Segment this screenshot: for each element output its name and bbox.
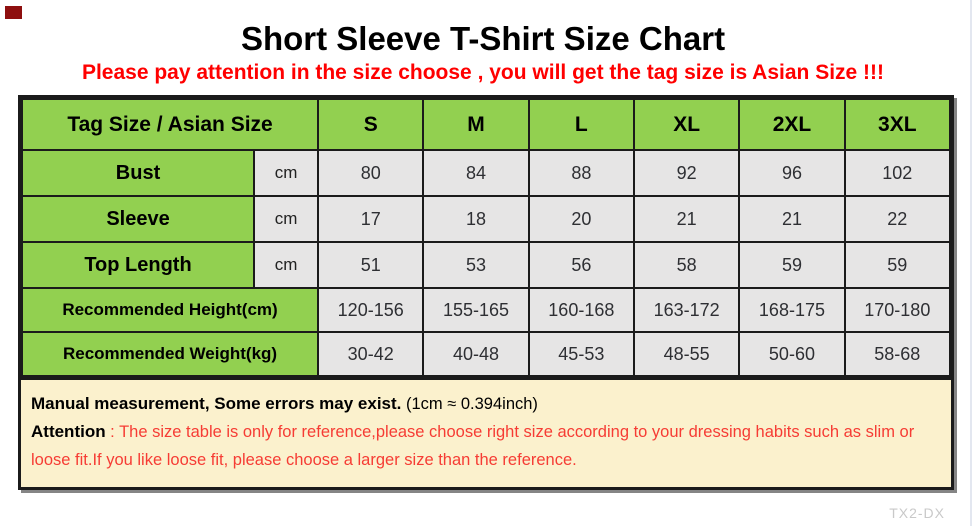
attention-note: Attention : The size table is only for r… [31, 418, 939, 474]
header-row: Tag Size / Asian Size S M L XL 2XL 3XL [20, 98, 952, 151]
toplength-3xl: 59 [843, 241, 952, 289]
size-col-2xl: 2XL [738, 98, 846, 151]
page-title: Short Sleeve T-Shirt Size Chart [240, 20, 726, 57]
toplength-l: 56 [527, 241, 635, 289]
row-label: Top Length [20, 241, 256, 289]
bust-m: 84 [422, 149, 530, 197]
size-col-l: L [527, 98, 635, 151]
weight-3xl: 58-68 [843, 331, 952, 377]
sleeve-l: 20 [527, 195, 635, 243]
size-table: Tag Size / Asian Size S M L XL 2XL 3XL B… [20, 98, 952, 377]
toplength-s: 51 [317, 241, 425, 289]
corner-marker [5, 6, 22, 19]
row-label: Recommended Weight(kg) [20, 331, 320, 377]
cm-inch-conversion: (1cm ≈ 0.394inch) [401, 395, 538, 413]
size-col-m: M [422, 98, 530, 151]
recommended-weight-row: Recommended Weight(kg) 30-42 40-48 45-53… [20, 331, 952, 377]
height-l: 160-168 [527, 287, 635, 333]
top-length-row: Top Length cm 51 53 56 58 59 59 [20, 241, 952, 289]
height-s: 120-156 [317, 287, 425, 333]
sleeve-xl: 21 [632, 195, 741, 243]
height-2xl: 168-175 [738, 287, 846, 333]
height-m: 155-165 [422, 287, 530, 333]
size-col-3xl: 3XL [843, 98, 952, 151]
asian-size-warning: Please pay attention in the size choose … [81, 61, 885, 84]
bust-row: Bust cm 80 84 88 92 96 102 [20, 149, 952, 197]
sleeve-s: 17 [317, 195, 425, 243]
attention-separator: : [105, 423, 120, 441]
row-label: Bust [20, 149, 256, 197]
unit-cell: cm [253, 241, 320, 289]
attention-label: Attention [31, 422, 106, 441]
measurement-note-bold: Manual measurement, Some errors may exis… [31, 394, 402, 413]
size-chart-sheet: Tag Size / Asian Size S M L XL 2XL 3XL B… [18, 95, 954, 490]
toplength-2xl: 59 [738, 241, 846, 289]
weight-l: 45-53 [527, 331, 635, 377]
attention-text: The size table is only for reference,ple… [31, 423, 915, 469]
height-3xl: 170-180 [843, 287, 952, 333]
weight-2xl: 50-60 [738, 331, 846, 377]
row-label: Recommended Height(cm) [20, 287, 320, 333]
row-label: Sleeve [20, 195, 256, 243]
sleeve-m: 18 [422, 195, 530, 243]
unit-cell: cm [253, 195, 320, 243]
bust-2xl: 96 [738, 149, 846, 197]
measurement-note: Manual measurement, Some errors may exis… [31, 390, 939, 418]
weight-m: 40-48 [422, 331, 530, 377]
height-xl: 163-172 [632, 287, 741, 333]
header-label-cell: Tag Size / Asian Size [20, 98, 320, 151]
toplength-m: 53 [422, 241, 530, 289]
sleeve-2xl: 21 [738, 195, 846, 243]
sleeve-3xl: 22 [843, 195, 952, 243]
recommended-height-row: Recommended Height(cm) 120-156 155-165 1… [20, 287, 952, 333]
weight-s: 30-42 [317, 331, 425, 377]
bust-xl: 92 [632, 149, 741, 197]
bust-3xl: 102 [843, 149, 952, 197]
toplength-xl: 58 [632, 241, 741, 289]
bust-l: 88 [527, 149, 635, 197]
watermark: TX2-DX [889, 505, 945, 521]
size-col-xl: XL [632, 98, 741, 151]
size-col-s: S [317, 98, 425, 151]
right-edge-line [970, 0, 972, 526]
bust-s: 80 [317, 149, 425, 197]
sleeve-row: Sleeve cm 17 18 20 21 21 22 [20, 195, 952, 243]
weight-xl: 48-55 [632, 331, 741, 377]
unit-cell: cm [253, 149, 320, 197]
note-box: Manual measurement, Some errors may exis… [21, 377, 951, 487]
